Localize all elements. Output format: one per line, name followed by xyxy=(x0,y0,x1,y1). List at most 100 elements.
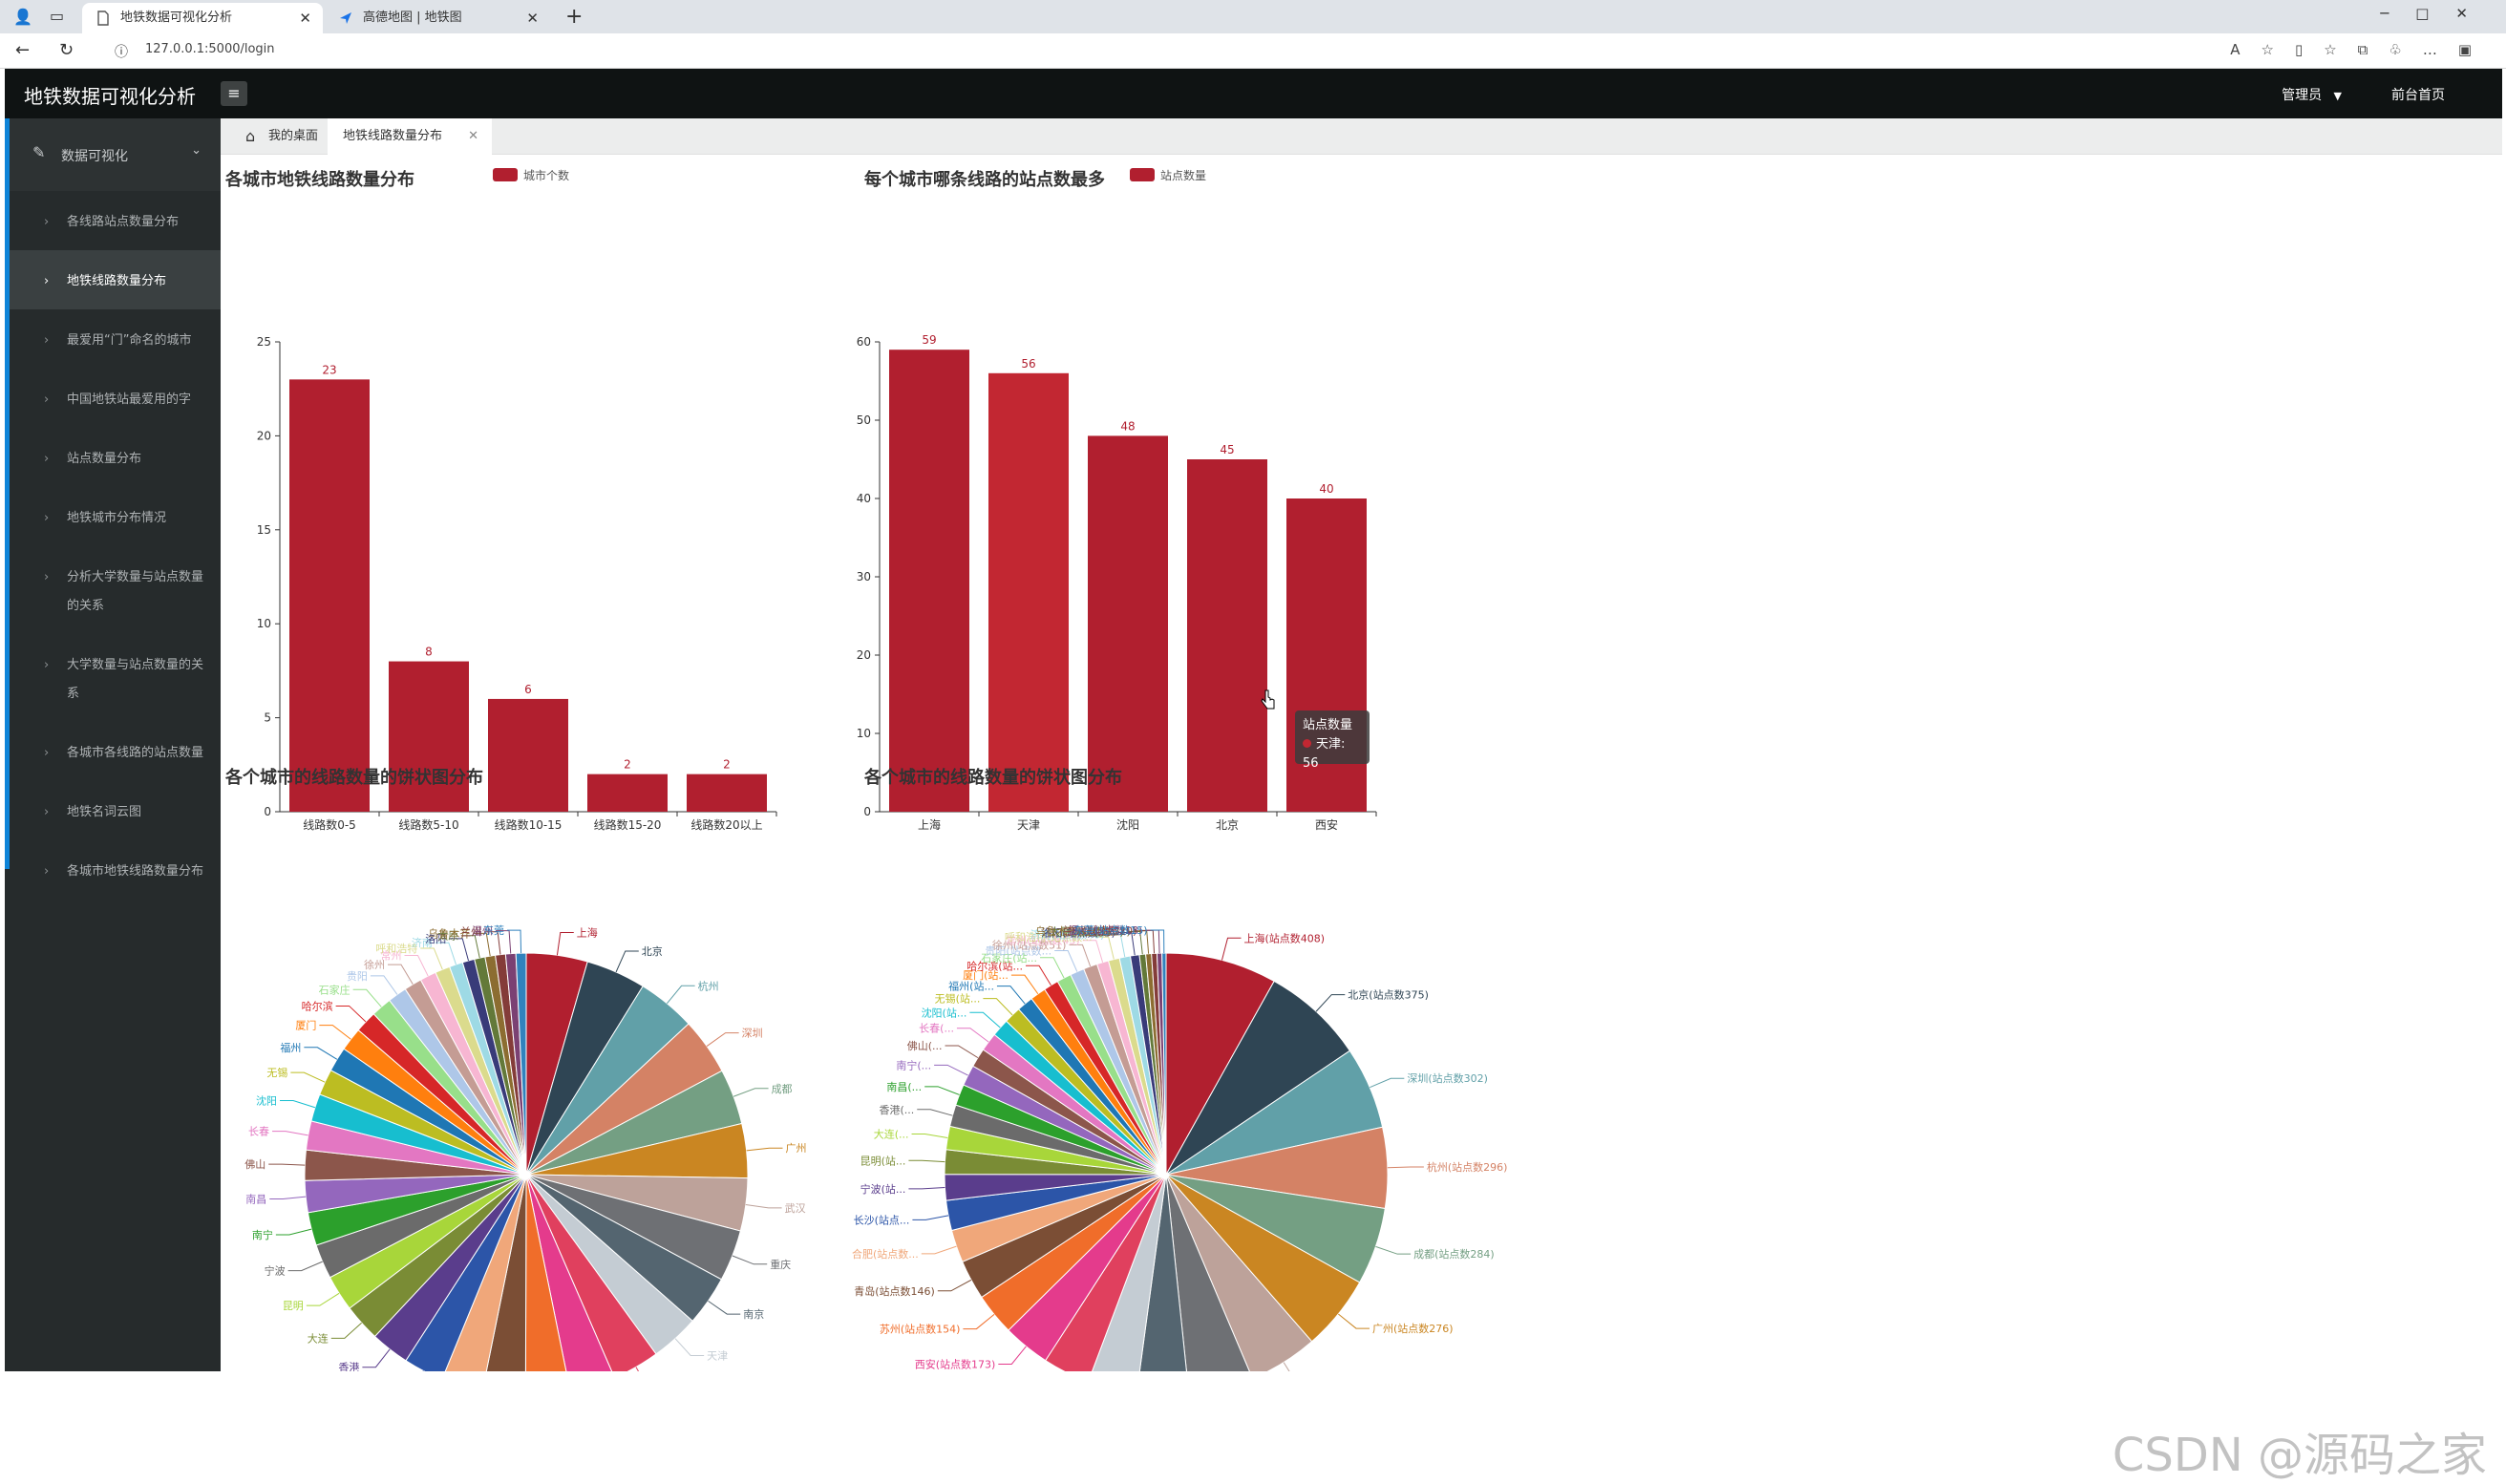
pie-label-line xyxy=(945,1046,978,1058)
frontpage-link[interactable]: 前台首页 xyxy=(2391,85,2445,104)
home-icon: ⌂ xyxy=(245,118,255,155)
close-icon[interactable]: ✕ xyxy=(526,3,539,33)
chart-legend[interactable]: 城市个数 xyxy=(493,167,569,183)
admin-menu[interactable]: 管理员 ▼ xyxy=(2282,85,2342,104)
browser-chrome: 👤 ▭ 地铁数据可视化分析 ✕ 高德地图 | 地铁图 ✕ + ─□✕ ← ↻ ⓘ… xyxy=(0,0,2506,69)
data-label: 6 xyxy=(524,683,532,696)
tab-current[interactable]: 地铁线路数量分布 ✕ xyxy=(328,118,492,155)
y-tick-label: 60 xyxy=(857,335,871,349)
pie-label-line xyxy=(1316,995,1345,1012)
pie-label-line xyxy=(616,951,639,972)
pie-label: 南昌(... xyxy=(886,1081,922,1093)
pie-label-line xyxy=(707,1033,739,1047)
pie-label: 佛山(... xyxy=(907,1040,943,1052)
pie-label: 天津 xyxy=(707,1349,728,1362)
window-controls[interactable]: ─□✕ xyxy=(2380,5,2495,22)
pie-label: 南昌 xyxy=(245,1194,266,1206)
app-title: 地铁数据可视化分析 xyxy=(24,81,196,109)
url-field[interactable]: 127.0.0.1:5000/login xyxy=(145,42,275,56)
sidebar-item[interactable]: ›中国地铁站最爱用的字 xyxy=(10,369,221,428)
watermark: CSDN @源码之家 xyxy=(2113,1417,2487,1484)
back-icon[interactable]: ← xyxy=(15,40,30,60)
pie-label: 广州 xyxy=(785,1142,806,1155)
sidebar-item[interactable]: ›站点数量分布 xyxy=(10,428,221,487)
pie-label: 香港 xyxy=(338,1362,359,1371)
sidebar: ✎ 数据可视化 ⌄ ›各线路站点数量分布 ›地铁线路数量分布 ›最爱用“门”命名… xyxy=(5,118,221,1371)
pie-label: 北京(站点数375) xyxy=(1348,988,1429,1002)
pie-label: 福州 xyxy=(280,1041,301,1054)
info-icon[interactable]: ⓘ xyxy=(115,42,128,61)
pie-label-line xyxy=(557,933,573,956)
legend-swatch xyxy=(1130,168,1155,181)
sidebar-item-label: 站点数量分布 xyxy=(40,445,209,474)
pie-label: 大连 xyxy=(308,1331,329,1345)
data-label: 40 xyxy=(1319,482,1333,496)
pie-label-line xyxy=(912,1134,948,1138)
sidebar-item[interactable]: ›各线路站点数量分布 xyxy=(10,191,221,250)
sidebar-item[interactable]: ›大学数量与站点数量的关系 xyxy=(10,634,221,722)
sidebar-item-active[interactable]: ›地铁线路数量分布 xyxy=(10,250,221,309)
pie-label-line xyxy=(280,1100,315,1107)
sidebar-item[interactable]: ›分析大学数量与站点数量的关系 xyxy=(10,546,221,634)
chevron-right-icon: › xyxy=(44,563,49,592)
browser-tab[interactable]: 高德地图 | 地铁图 ✕ xyxy=(325,3,550,33)
pie-label-line xyxy=(268,1164,305,1165)
pie-label-line xyxy=(733,1089,768,1096)
pie-label: 西安(站点数173) xyxy=(915,1357,996,1370)
pie-label-line xyxy=(924,1087,959,1095)
tooltip-marker xyxy=(1303,739,1311,748)
pie-label: 长春(... xyxy=(919,1023,954,1035)
chevron-right-icon: › xyxy=(44,386,49,414)
chevron-right-icon: › xyxy=(44,798,49,827)
pie-label-line xyxy=(1069,944,1090,966)
sidebar-item-label: 各城市地铁线路数量分布 xyxy=(40,858,209,886)
browser-toolbar-icons[interactable]: A☆▯☆⧉♧…▣ xyxy=(2230,41,2493,58)
profile-icon[interactable]: 👤 xyxy=(13,8,32,26)
pie-label: 深圳 xyxy=(742,1028,763,1040)
sidebar-item[interactable]: ›地铁名词云图 xyxy=(10,781,221,840)
pie-label-line xyxy=(1054,951,1077,972)
pie-label-line xyxy=(336,1006,366,1022)
tab-label: 我的桌面 xyxy=(268,129,318,143)
pie-label-line xyxy=(371,976,397,995)
chevron-right-icon: › xyxy=(44,858,49,886)
y-tick-label: 15 xyxy=(257,523,271,537)
pie-label-line xyxy=(1338,1314,1370,1328)
sidebar-item[interactable]: ›各城市各线路的站点数量 xyxy=(10,722,221,781)
browser-tab-active[interactable]: 地铁数据可视化分析 ✕ xyxy=(82,3,323,33)
close-icon[interactable]: ✕ xyxy=(299,3,311,33)
chevron-down-icon: ⌄ xyxy=(191,143,202,158)
chart-title: 各城市地铁线路数量分布 xyxy=(225,166,414,191)
sidebar-section-data-visualization[interactable]: ✎ 数据可视化 ⌄ xyxy=(10,118,221,191)
pie-label: 成都 xyxy=(772,1083,793,1095)
pie-label-line xyxy=(1221,938,1241,960)
y-tick-label: 20 xyxy=(257,429,271,442)
pie-label-line xyxy=(957,1028,988,1042)
pie-label-line xyxy=(969,1012,1000,1028)
reload-icon[interactable]: ↻ xyxy=(59,40,74,60)
sidebar-item-label: 最爱用“门”命名的城市 xyxy=(40,327,209,355)
data-label: 45 xyxy=(1220,443,1234,456)
close-icon[interactable]: ✕ xyxy=(468,118,478,155)
pie-label: 杭州(站点数296) xyxy=(1427,1160,1508,1174)
tab-home[interactable]: ⌂ 我的桌面 xyxy=(232,118,328,155)
data-label: 56 xyxy=(1021,357,1035,371)
pie-label-line xyxy=(288,1261,323,1270)
pie-label: 佛山 xyxy=(244,1158,265,1171)
chart-legend[interactable]: 站点数量 xyxy=(1130,167,1206,183)
bar xyxy=(1088,435,1168,812)
sidebar-item[interactable]: ›最爱用“门”命名的城市 xyxy=(10,309,221,369)
sidebar-item[interactable]: ›地铁城市分布情况 xyxy=(10,487,221,546)
chevron-right-icon: › xyxy=(44,208,49,237)
pie-label: 大连(... xyxy=(874,1128,909,1141)
pie-label-line xyxy=(405,956,429,977)
tab-actions-icon[interactable]: ▭ xyxy=(50,7,64,25)
new-tab-icon[interactable]: + xyxy=(565,3,583,32)
pie-label: 青岛(站点数146) xyxy=(854,1284,935,1298)
bar-chart-line-count: 051015202523线路数0-58线路数5-106线路数10-152线路数1… xyxy=(221,204,794,844)
menu-toggle-icon[interactable]: ≡ xyxy=(221,81,247,106)
sidebar-item[interactable]: ›各城市地铁线路数量分布 xyxy=(10,840,221,900)
pie-label: 南京 xyxy=(743,1307,764,1321)
tooltip-title: 站点数量 xyxy=(1303,716,1362,735)
